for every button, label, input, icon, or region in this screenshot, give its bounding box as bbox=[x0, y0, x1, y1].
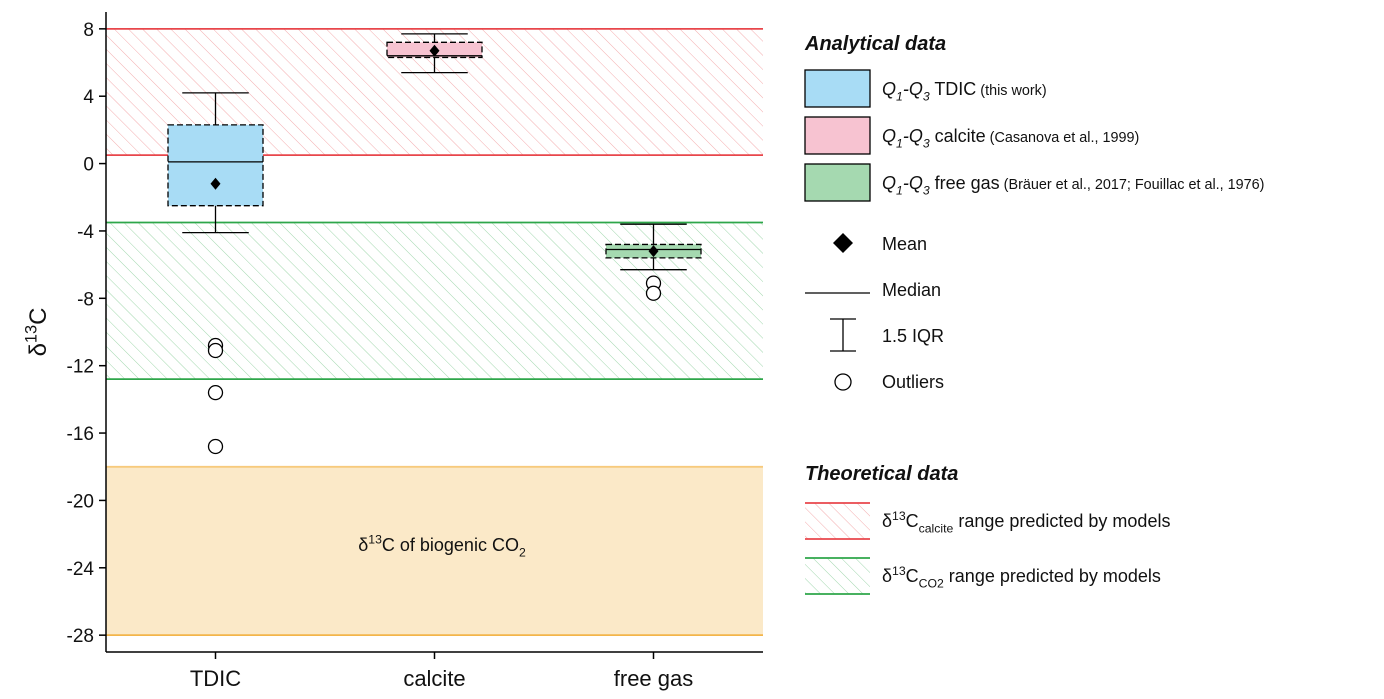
text-part: 1 bbox=[896, 183, 903, 197]
text-part: CO2 bbox=[919, 576, 944, 590]
y-tick-label: 8 bbox=[83, 20, 94, 41]
text-part: range predicted by models bbox=[953, 511, 1170, 531]
text-part: 13 bbox=[892, 564, 906, 578]
legend-label: Q1-Q3 TDIC (this work) bbox=[882, 79, 1047, 103]
text-part: (Bräuer et al., 2017; Fouillac et al., 1… bbox=[1000, 177, 1265, 193]
legend-swatch bbox=[804, 69, 871, 108]
outlier bbox=[207, 384, 224, 401]
y-tick-label: -12 bbox=[67, 357, 94, 378]
legend-label: δ13CCO2 range predicted by models bbox=[882, 564, 1161, 591]
x-tick-label: calcite bbox=[403, 666, 465, 691]
legend-label: Median bbox=[882, 280, 941, 300]
mean bbox=[210, 177, 221, 190]
text-part: C bbox=[25, 308, 52, 325]
text-part: C bbox=[906, 566, 919, 586]
text-part: 3 bbox=[923, 183, 930, 197]
mean bbox=[429, 44, 440, 57]
outlier bbox=[207, 342, 224, 359]
text-part: range predicted by models bbox=[944, 566, 1161, 586]
legend-title: Analytical data bbox=[804, 33, 946, 55]
text-part: 3 bbox=[923, 89, 930, 103]
text-part: δ bbox=[882, 511, 892, 531]
text-part: free gas bbox=[930, 173, 1000, 193]
legend-label: Outliers bbox=[882, 372, 944, 392]
legend-title: Theoretical data bbox=[805, 463, 958, 485]
text-part: C of biogenic CO bbox=[382, 535, 519, 555]
y-tick-label: -4 bbox=[77, 222, 94, 243]
legend-label: Mean bbox=[882, 234, 927, 254]
text-part: calcite bbox=[930, 126, 986, 146]
y-axis-label: δ13C bbox=[22, 308, 52, 357]
annotation: δ13C of biogenic CO2 bbox=[358, 533, 526, 560]
text-part: Q bbox=[882, 126, 896, 146]
text-part: 1 bbox=[896, 89, 903, 103]
legend-label: Q1-Q3 calcite (Casanova et al., 1999) bbox=[882, 126, 1139, 150]
x-tick-label: TDIC bbox=[190, 666, 241, 691]
y-tick-label: -16 bbox=[67, 424, 94, 445]
text-part: Q bbox=[882, 173, 896, 193]
legend-swatch bbox=[804, 116, 871, 155]
legend-mean bbox=[833, 233, 853, 253]
text-part: δ bbox=[25, 343, 52, 356]
mean bbox=[648, 245, 659, 258]
outlier bbox=[645, 285, 662, 301]
outlier bbox=[207, 438, 224, 455]
legend-hatch bbox=[805, 558, 870, 594]
y-tick-label: -20 bbox=[67, 491, 94, 512]
legend-label: 1.5 IQR bbox=[882, 326, 944, 346]
legend-label: δ13Ccalcite range predicted by models bbox=[882, 509, 1170, 536]
band bbox=[106, 466, 763, 636]
y-tick-label: 4 bbox=[83, 87, 94, 108]
text-part: 13 bbox=[22, 325, 40, 343]
text-part: C bbox=[906, 511, 919, 531]
legend-swatch bbox=[804, 163, 871, 202]
text-part: 3 bbox=[923, 136, 930, 150]
text-part: 13 bbox=[368, 533, 382, 547]
x-tick-label: free gas bbox=[614, 666, 694, 691]
text-part: -Q bbox=[903, 79, 923, 99]
text-part: Q bbox=[882, 79, 896, 99]
text-part: (Casanova et al., 1999) bbox=[986, 130, 1140, 146]
y-tick-label: -8 bbox=[77, 289, 94, 310]
text-part: 2 bbox=[519, 545, 526, 559]
text-part: -Q bbox=[903, 173, 923, 193]
text-part: calcite bbox=[919, 521, 954, 535]
y-tick-label: 0 bbox=[83, 155, 94, 176]
text-part: δ bbox=[358, 535, 368, 555]
legend-hatch bbox=[805, 503, 870, 539]
text-part: TDIC bbox=[930, 79, 977, 99]
legend-outlier bbox=[834, 373, 852, 391]
text-part: 13 bbox=[892, 509, 906, 523]
y-tick-label: -24 bbox=[67, 559, 95, 580]
text-part: -Q bbox=[903, 126, 923, 146]
legend-label: Q1-Q3 free gas (Bräuer et al., 2017; Fou… bbox=[882, 173, 1264, 197]
text-part: 1 bbox=[896, 136, 903, 150]
box bbox=[167, 124, 264, 207]
text-part: δ bbox=[882, 566, 892, 586]
y-tick-label: -28 bbox=[67, 626, 94, 647]
text-part: (this work) bbox=[976, 83, 1046, 99]
